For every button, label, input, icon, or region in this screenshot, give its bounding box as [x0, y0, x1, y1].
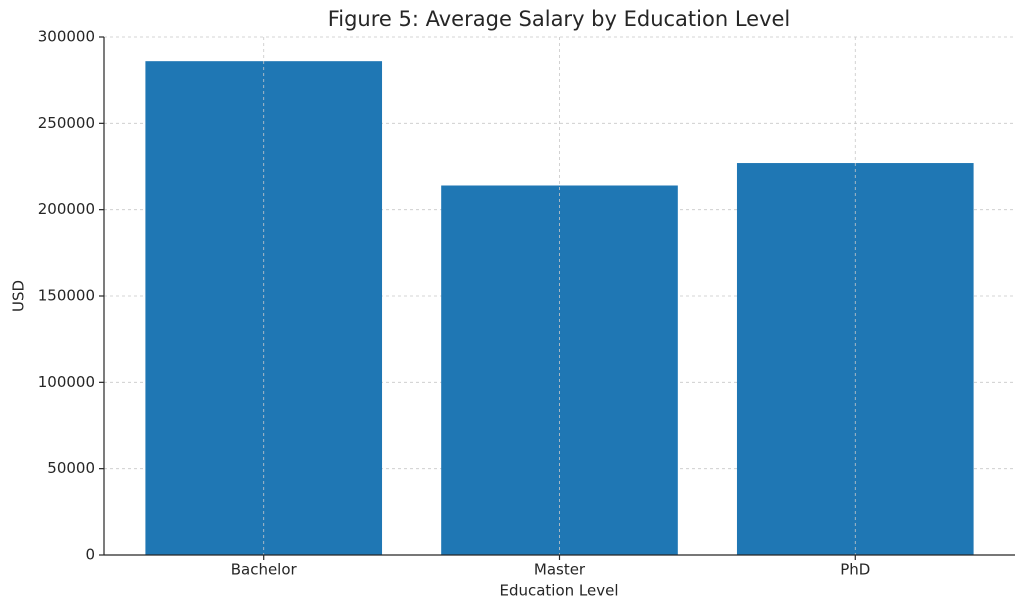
y-tick-label: 250000 — [38, 114, 95, 132]
y-axis-label: USD — [10, 280, 28, 312]
y-tick-label: 150000 — [38, 287, 95, 305]
y-tick-label: 0 — [85, 546, 95, 564]
chart-title: Figure 5: Average Salary by Education Le… — [328, 7, 791, 31]
x-tick-label: PhD — [840, 561, 870, 579]
x-axis-label: Education Level — [499, 582, 618, 600]
bar — [736, 163, 974, 555]
x-tick-label: Master — [534, 561, 586, 579]
x-tick-label: Bachelor — [231, 561, 298, 579]
y-tick-label: 200000 — [38, 200, 95, 218]
y-tick-label: 50000 — [47, 459, 95, 477]
y-tick-label: 100000 — [38, 373, 95, 391]
y-tick-label: 300000 — [38, 28, 95, 46]
